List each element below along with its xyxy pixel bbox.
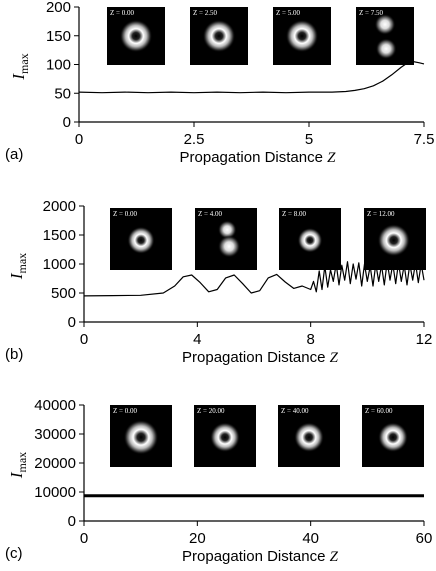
x-tick-label: 40 bbox=[302, 530, 319, 547]
x-tick-label: 5 bbox=[305, 131, 313, 148]
inset-label: Z = 20.00 bbox=[197, 407, 225, 415]
x-axis-label: Propagation Distance Z bbox=[182, 349, 339, 366]
series-line bbox=[83, 261, 425, 297]
inset-image: Z = 5.00 bbox=[273, 7, 331, 65]
y-axis-label: Imax bbox=[7, 452, 29, 479]
y-tick-label: 100 bbox=[46, 57, 71, 74]
panel-3: 0 10000 20000 30000 40000 0 20 40 60 Propagation … bbox=[5, 397, 432, 565]
vortex-ring bbox=[127, 226, 155, 254]
panel-1: 0 50 100 150 200 0 2.5 5 7.5 Propagation Distance… bbox=[5, 0, 434, 166]
intensity-spot bbox=[374, 13, 396, 35]
vortex-ring bbox=[285, 19, 319, 53]
x-tick-label: 20 bbox=[189, 530, 206, 547]
inset-image: Z = 12.00 bbox=[364, 208, 426, 270]
vortex-ring bbox=[202, 19, 236, 53]
inset-label: Z = 8.00 bbox=[282, 210, 306, 218]
inset-image: Z = 7.50 bbox=[356, 7, 414, 65]
intensity-spot bbox=[217, 235, 241, 258]
y-tick-label: 20000 bbox=[34, 455, 76, 472]
y-tick-label: 30000 bbox=[34, 426, 76, 443]
y-axis-label: Imax bbox=[9, 53, 31, 80]
inset-label: Z = 60.00 bbox=[365, 407, 393, 415]
y-tick-label: 0 bbox=[63, 114, 71, 131]
y-tick-label: 1000 bbox=[43, 256, 76, 273]
inset-label: Z = 4.00 bbox=[198, 210, 222, 218]
x-tick-label: 7.5 bbox=[414, 131, 435, 148]
inset-image: Z = 20.00 bbox=[194, 405, 256, 467]
series-line bbox=[78, 60, 425, 94]
vortex-ring bbox=[123, 419, 159, 455]
panel-label: (a) bbox=[5, 146, 23, 163]
y-tick-label: 10000 bbox=[34, 484, 76, 501]
x-tick-label: 60 bbox=[416, 530, 433, 547]
inset-image: Z = 40.00 bbox=[278, 405, 340, 467]
y-tick-label: 40000 bbox=[34, 397, 76, 414]
x-tick-label: 0 bbox=[80, 530, 88, 547]
panel-label: (b) bbox=[5, 346, 23, 363]
y-tick-label: 50 bbox=[54, 85, 71, 102]
y-tick-label: 2000 bbox=[43, 198, 76, 215]
x-tick-label: 4 bbox=[193, 331, 201, 348]
inset-label: Z = 0.00 bbox=[113, 210, 137, 218]
inset-label: Z = 7.50 bbox=[359, 9, 383, 17]
y-tick-label: 0 bbox=[68, 314, 76, 331]
inset-image: Z = 0.00 bbox=[107, 7, 165, 65]
x-tick-label: 0 bbox=[75, 131, 83, 148]
y-tick-label: 150 bbox=[46, 28, 71, 45]
x-tick-label: 8 bbox=[306, 331, 314, 348]
x-tick-label: 12 bbox=[416, 331, 433, 348]
inset-label: Z = 12.00 bbox=[367, 210, 395, 218]
inset-label: Z = 2.50 bbox=[193, 9, 217, 17]
inset-image: Z = 60.00 bbox=[362, 405, 424, 467]
panel-label: (c) bbox=[5, 545, 23, 562]
inset-image: Z = 4.00 bbox=[195, 208, 257, 270]
y-tick-label: 500 bbox=[51, 285, 76, 302]
y-tick-label: 1500 bbox=[43, 227, 76, 244]
inset-label: Z = 5.00 bbox=[276, 9, 300, 17]
inset-image: Z = 8.00 bbox=[279, 208, 341, 270]
panel-2: 0 500 1000 1500 2000 0 4 8 12 Propagation Distanc… bbox=[5, 198, 432, 366]
inset-label: Z = 0.00 bbox=[113, 407, 137, 415]
x-axis-label: Propagation Distance Z bbox=[180, 149, 337, 166]
inset-image: Z = 0.00 bbox=[110, 405, 172, 467]
x-tick-label: 0 bbox=[80, 331, 88, 348]
inset-image: Z = 0.00 bbox=[110, 208, 172, 270]
vortex-ring bbox=[119, 19, 153, 53]
inset-image: Z = 2.50 bbox=[190, 7, 248, 65]
x-axis-label: Propagation Distance Z bbox=[182, 548, 339, 565]
y-tick-label: 200 bbox=[46, 0, 71, 16]
vortex-ring bbox=[297, 227, 323, 253]
vortex-ring bbox=[294, 422, 324, 453]
vortex-ring bbox=[378, 422, 408, 453]
vortex-ring bbox=[210, 422, 240, 453]
vortex-ring bbox=[377, 224, 410, 257]
inset-label: Z = 40.00 bbox=[281, 407, 309, 415]
intensity-spot bbox=[217, 220, 237, 239]
y-axis-label: Imax bbox=[7, 253, 29, 280]
intensity-spot bbox=[375, 38, 397, 60]
y-tick-label: 0 bbox=[68, 513, 76, 530]
inset-label: Z = 0.00 bbox=[110, 9, 134, 17]
x-tick-label: 2.5 bbox=[184, 131, 205, 148]
